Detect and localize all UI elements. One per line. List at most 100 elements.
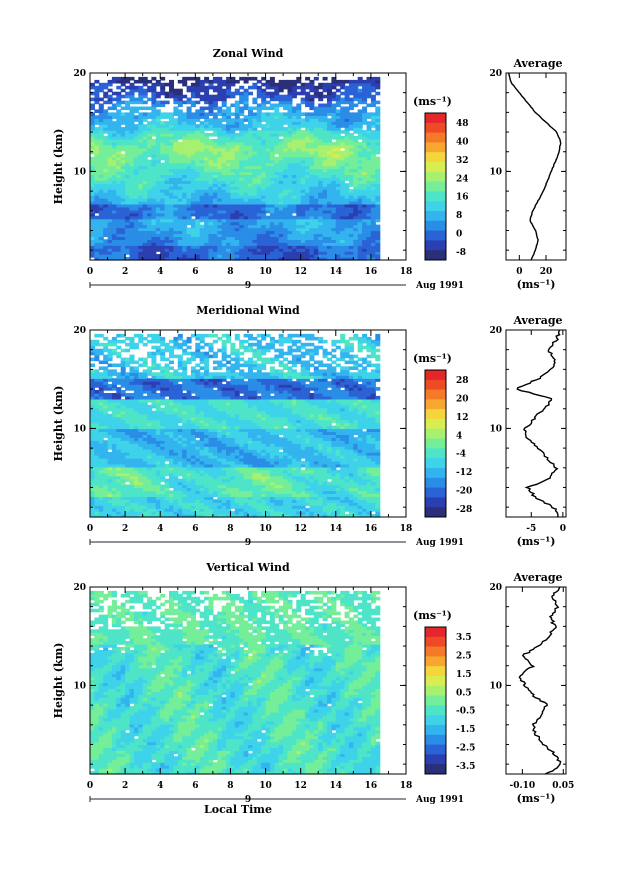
meridional-heatmap-cell xyxy=(169,514,174,518)
zonal-heatmap-cell xyxy=(90,97,95,102)
zonal-heatmap-cell xyxy=(177,88,183,93)
zonal-heatmap-cell xyxy=(278,248,284,252)
zonal-heatmap-cell xyxy=(177,150,183,155)
zonal-heatmap-cell xyxy=(217,130,223,134)
zonal-heatmap-cell xyxy=(274,245,280,249)
meridional-heatmap-cell xyxy=(94,431,100,435)
zonal-heatmap-cell xyxy=(370,254,376,258)
meridional-heatmap-cell xyxy=(155,455,161,459)
zonal-heatmap-cell xyxy=(186,106,192,111)
zonal-heatmap-cell xyxy=(248,233,253,237)
zonal-heatmap-cell xyxy=(243,103,249,108)
zonal-heatmap-cell xyxy=(296,138,302,143)
meridional-heatmap-cell xyxy=(151,404,157,409)
zonal-heatmap-cell xyxy=(234,147,240,152)
zonal-heatmap-cell xyxy=(208,109,214,113)
zonal-heatmap-cell xyxy=(169,180,174,184)
zonal-heatmap-cell xyxy=(195,162,201,167)
zonal-heatmap-cell xyxy=(300,189,306,193)
zonal-heatmap-cell xyxy=(133,239,139,243)
zonal-heatmap-cell xyxy=(283,127,289,131)
zonal-heatmap-cell xyxy=(296,186,302,190)
meridional-heatmap-cell xyxy=(94,372,100,376)
meridional-heatmap-cell xyxy=(169,481,174,486)
zonal-heatmap-cell xyxy=(142,147,148,152)
zonal-heatmap-cell xyxy=(305,239,311,243)
zonal-heatmap-cell xyxy=(94,88,100,93)
meridional-heatmap-cell xyxy=(107,348,113,353)
zonal-heatmap-cell xyxy=(195,221,201,226)
zonal-heatmap-cell xyxy=(296,112,302,116)
zonal-heatmap-cell xyxy=(94,215,100,220)
zonal-heatmap-cell xyxy=(182,242,188,246)
meridional-heatmap-cell xyxy=(107,372,113,376)
meridional-heatmap-cell xyxy=(147,390,153,394)
zonal-heatmap-cell xyxy=(252,124,258,128)
meridional-heatmap-cell xyxy=(129,342,135,347)
zonal-heatmap-cell xyxy=(90,136,95,140)
zonal-heatmap-cell xyxy=(278,221,284,226)
meridional-heatmap-cell xyxy=(160,357,166,362)
zonal-heatmap-cell xyxy=(265,189,271,193)
zonal-heatmap-cell xyxy=(309,156,315,161)
zonal-heatmap-cell xyxy=(366,94,372,99)
zonal-heatmap-cell xyxy=(208,189,214,193)
meridional-heatmap-cell xyxy=(160,416,166,421)
meridional-heatmap-cell xyxy=(147,410,153,415)
zonal-heatmap-cell xyxy=(160,156,166,161)
meridional-heatmap-cell xyxy=(169,410,174,415)
meridional-heatmap-cell xyxy=(116,487,122,492)
zonal-heatmap-cell xyxy=(269,124,275,128)
meridional-heatmap-cell xyxy=(107,401,113,406)
zonal-heatmap-cell xyxy=(362,200,368,205)
zonal-heatmap-cell xyxy=(169,91,174,96)
meridional-heatmap-cell xyxy=(142,428,148,432)
zonal-colorbar-segment xyxy=(425,181,446,192)
meridional-heatmap-cell xyxy=(169,351,174,356)
zonal-heatmap-cell xyxy=(357,183,363,187)
zonal-heatmap-cell xyxy=(256,227,262,232)
zonal-heatmap-cell xyxy=(98,103,104,108)
zonal-heatmap-cell xyxy=(195,233,201,237)
zonal-heatmap-cell xyxy=(226,236,232,240)
zonal-heatmap-cell xyxy=(186,230,192,235)
meridional-heatmap-cell xyxy=(90,440,95,444)
zonal-heatmap-cell xyxy=(252,183,258,187)
zonal-heatmap-cell xyxy=(169,209,174,214)
zonal-heatmap-cell xyxy=(243,162,249,167)
zonal-heatmap-cell xyxy=(94,174,100,178)
zonal-heatmap-cell xyxy=(142,144,148,149)
zonal-heatmap-cell xyxy=(125,218,131,223)
zonal-heatmap-cell xyxy=(111,203,117,208)
zonal-heatmap-cell xyxy=(177,198,183,202)
meridional-heatmap-cell xyxy=(155,351,161,356)
zonal-heatmap-cell xyxy=(340,189,346,193)
zonal-heatmap-cell xyxy=(366,144,372,149)
zonal-heatmap-cell xyxy=(313,153,319,158)
zonal-heatmap-cell xyxy=(125,94,131,99)
zonal-heatmap-cell xyxy=(98,141,104,146)
zonal-heatmap-cell xyxy=(283,112,289,116)
meridional-heatmap-cell xyxy=(98,422,104,427)
zonal-heatmap-cell xyxy=(230,233,236,237)
zonal-heatmap-cell xyxy=(199,97,205,102)
zonal-heatmap-cell xyxy=(296,177,302,181)
zonal-heatmap-cell xyxy=(177,79,183,84)
zonal-heatmap-cell xyxy=(129,218,135,223)
zonal-heatmap-cell xyxy=(155,82,161,87)
zonal-heatmap-cell xyxy=(160,115,166,119)
zonal-heatmap-cell xyxy=(199,165,205,170)
zonal-heatmap-cell xyxy=(199,153,205,158)
zonal-heatmap-cell xyxy=(164,218,170,223)
meridional-heatmap-cell xyxy=(98,390,104,394)
meridional-heatmap-cell xyxy=(120,390,126,394)
zonal-heatmap-cell xyxy=(186,186,192,190)
zonal-heatmap-cell xyxy=(313,233,319,237)
zonal-heatmap-cell xyxy=(370,189,376,193)
zonal-heatmap-cell xyxy=(98,97,104,102)
zonal-heatmap-cell xyxy=(230,162,236,167)
zonal-heatmap-cell xyxy=(226,147,232,152)
meridional-heatmap-cell xyxy=(94,478,100,483)
zonal-heatmap-cell xyxy=(98,242,104,246)
zonal-heatmap-cell xyxy=(239,159,245,164)
